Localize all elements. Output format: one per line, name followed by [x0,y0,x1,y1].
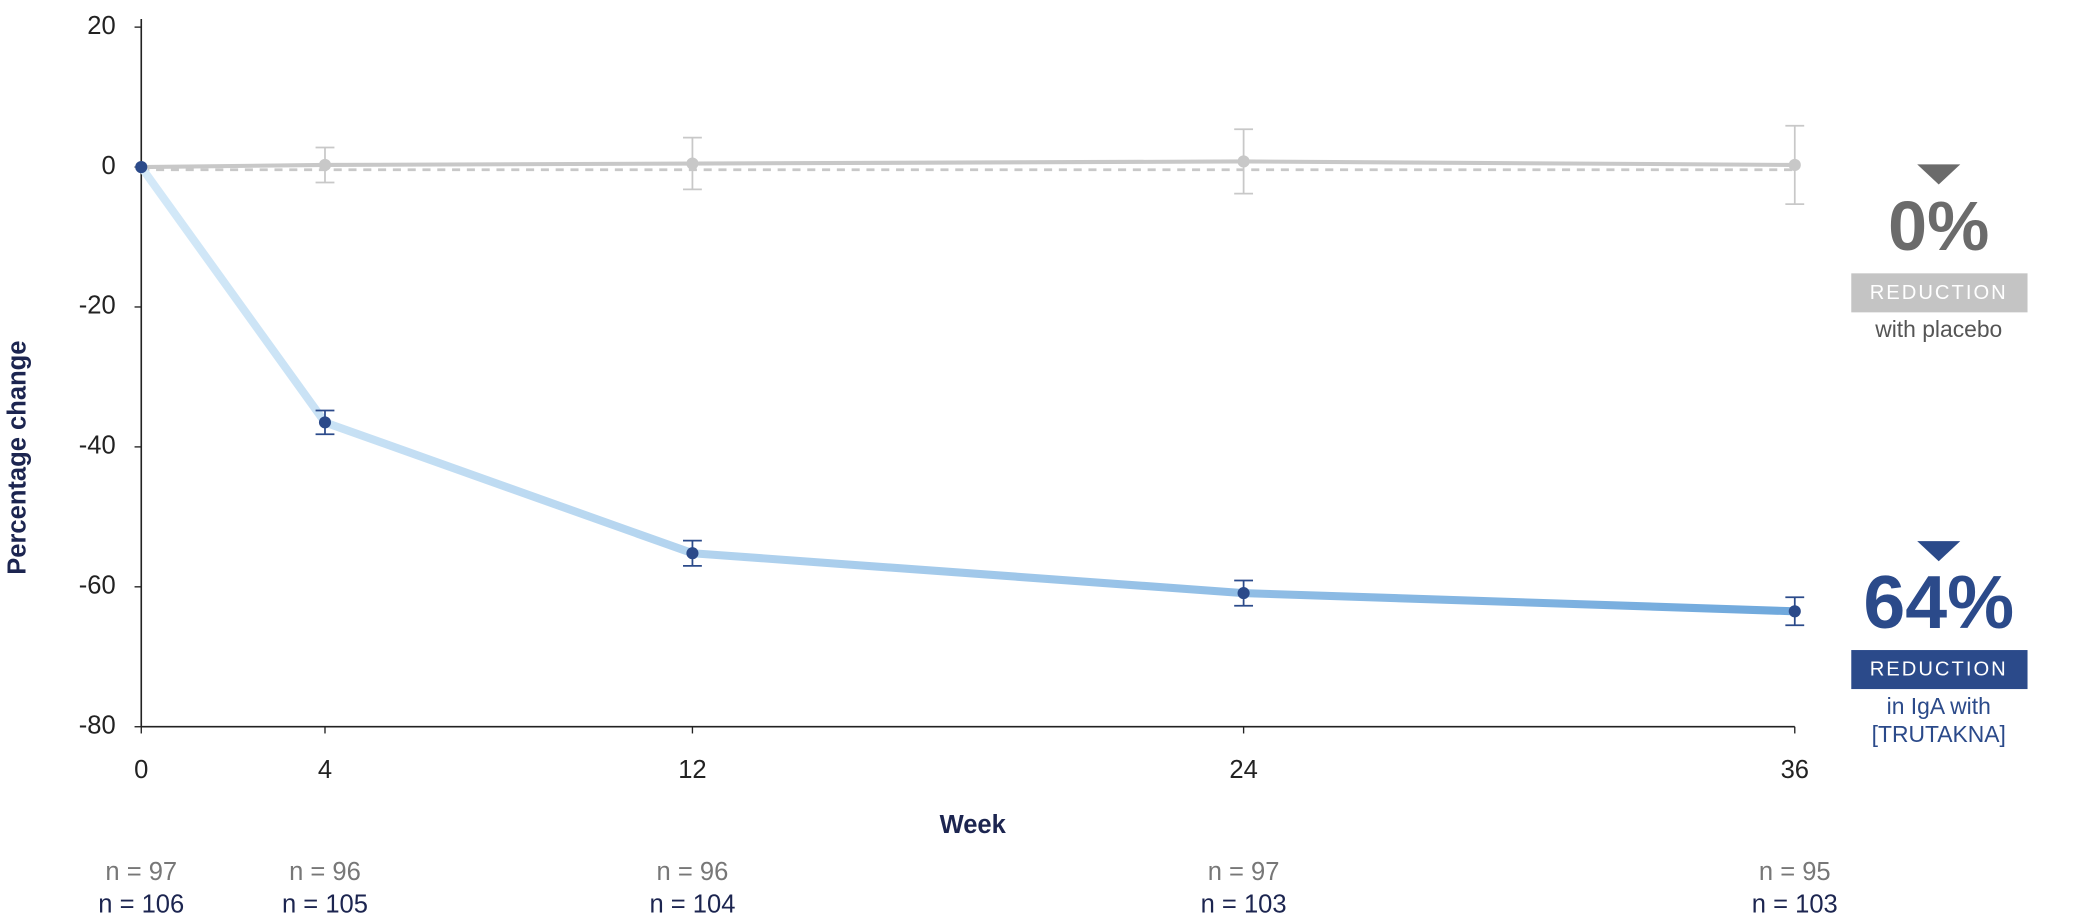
y-tick-label: -40 [79,432,116,460]
n-count: n = 104 [649,890,735,918]
data-point [686,157,699,170]
n-count: n = 106 [98,890,184,918]
y-axis-title: Percentage change [4,341,32,575]
x-tick-label: 36 [1781,756,1809,784]
data-point [1788,158,1801,172]
n-count: n = 105 [282,890,368,918]
x-tick-label: 4 [318,756,332,784]
data-point [318,158,332,172]
x-axis-title: Week [940,811,1007,839]
data-point [135,160,148,174]
y-tick-label: -20 [79,292,116,320]
callout-caption: [TRUTAKNA] [1872,721,2006,747]
n-count: n = 97 [1208,858,1280,886]
x-tick-label: 0 [134,756,148,784]
series-line [137,164,1795,616]
data-point [318,416,332,429]
callout-label: REDUCTION [1870,282,2008,304]
n-count: n = 103 [1201,890,1287,918]
x-tick-label: 12 [678,756,706,784]
series-line [141,159,1795,170]
data-point [686,547,699,560]
callout-box [1851,650,2028,690]
y-tick-label: 0 [101,152,115,180]
callout-value: 0% [1888,187,1989,265]
data-point [1237,155,1250,168]
y-tick-label: -80 [79,711,116,739]
n-count: n = 97 [105,858,177,886]
callout-arrow [1917,164,1961,185]
callout-caption: in IgA with [1887,693,1991,719]
callout-caption: with placebo [1874,316,2002,342]
data-point [1237,587,1250,600]
x-tick-label: 24 [1229,756,1257,784]
n-count: n = 96 [657,858,729,886]
y-tick-label: 20 [87,12,115,40]
data-point [1788,605,1801,618]
callout-arrow [1917,541,1961,562]
callout-label: REDUCTION [1870,659,2008,681]
n-count: n = 103 [1752,890,1838,918]
callout-box [1851,273,2028,313]
callout-value: 64% [1863,560,2014,644]
n-count: n = 96 [289,858,361,886]
n-count: n = 95 [1759,858,1831,886]
y-tick-label: -60 [79,572,116,600]
